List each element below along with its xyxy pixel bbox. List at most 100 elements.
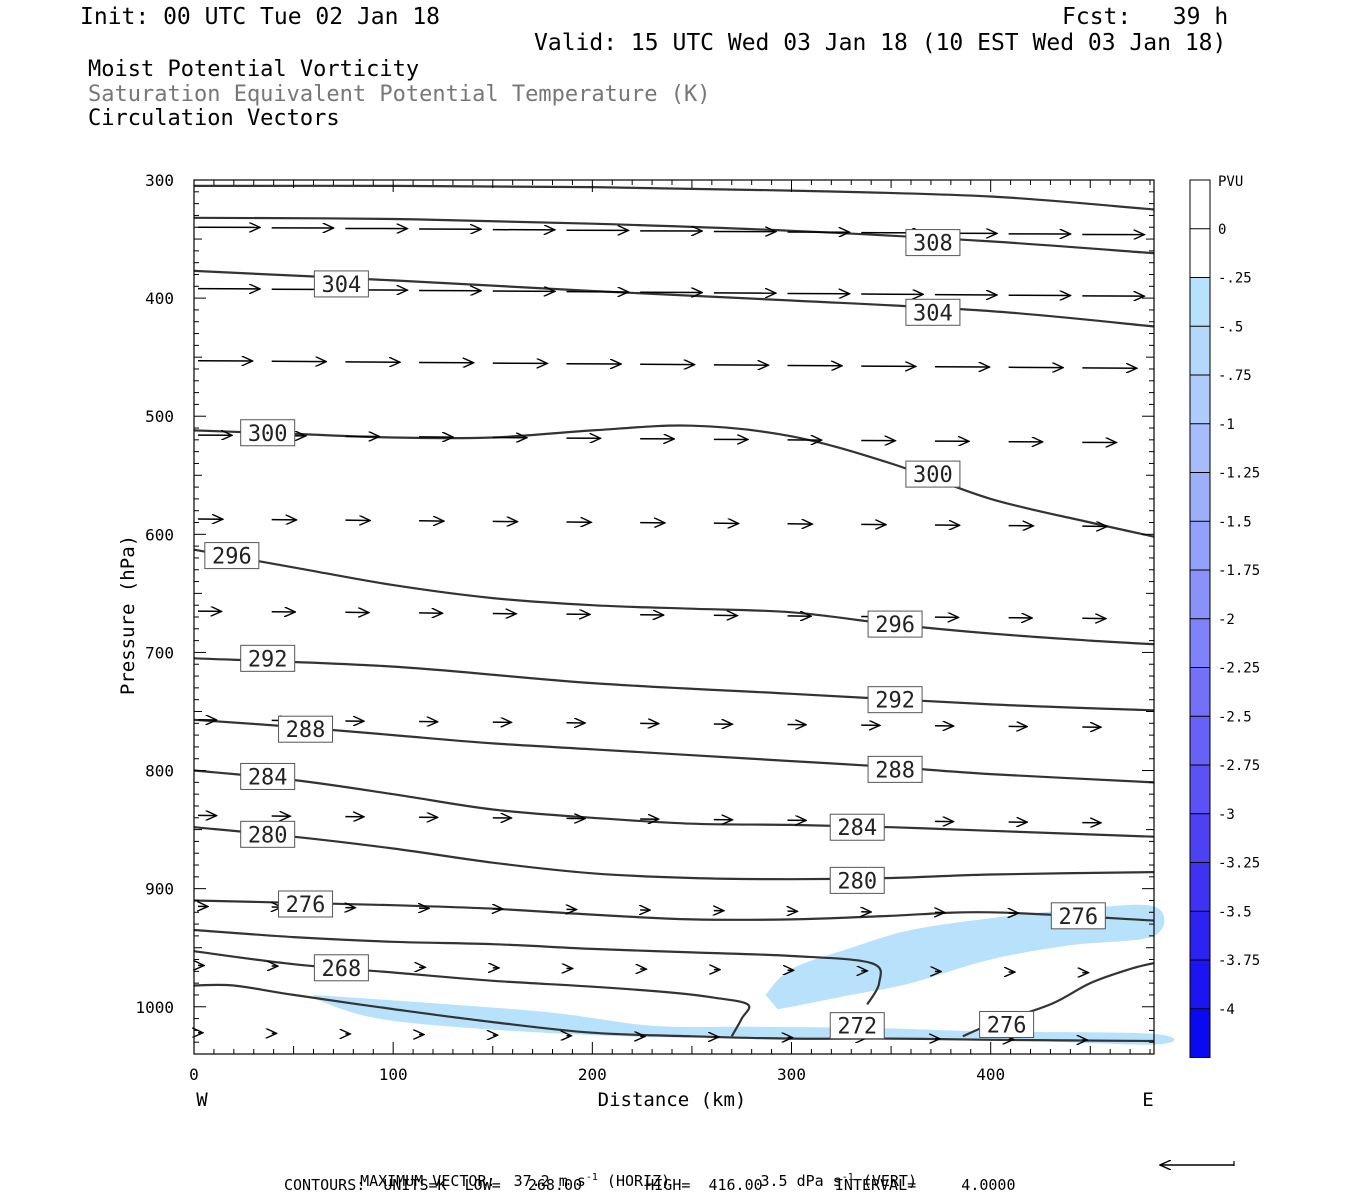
- pv-colorbar: PVU 0 -.25 -.5 -.75 -1 -1.25 -1.5 -1.75 -2 -2.25 -2…: [1189, 174, 1260, 1058]
- contour-label: 292: [240, 644, 296, 672]
- colorbar-label: -3.5: [1218, 904, 1252, 920]
- max-vector-vert: 3.5 dPa s: [760, 1172, 842, 1190]
- colorbar-label: -1.5: [1218, 514, 1252, 530]
- colorbar-swatch: [1190, 521, 1210, 570]
- contour-label-box: [204, 542, 260, 570]
- contour-line-4: [193, 548, 1155, 646]
- colorbar-swatch: [1190, 862, 1210, 912]
- contour-label-text: 292: [248, 647, 288, 672]
- contour-label-box: [829, 813, 885, 841]
- contour-label-box: [867, 755, 923, 783]
- contour-label: 300: [905, 460, 961, 488]
- colorbar-swatch: [1190, 960, 1210, 1009]
- colorbar-swatch: [1190, 716, 1210, 765]
- contour-label-box: [905, 298, 961, 326]
- colorbar-label: -2.5: [1218, 709, 1252, 725]
- contour-label-box: [278, 715, 334, 743]
- legend-theta-es: Saturation Equivalent Potential Temperat…: [88, 82, 711, 107]
- colorbar-label: -.25: [1218, 271, 1252, 287]
- valid-time: Valid: 15 UTC Wed 03 Jan 18 (10 EST Wed …: [534, 30, 1227, 56]
- contour-label-text: 292: [875, 689, 915, 714]
- contour-label: 292: [867, 686, 923, 714]
- colorbar-swatch: [1190, 765, 1210, 814]
- contour-label: 304: [313, 270, 369, 298]
- contour-label-text: 288: [875, 758, 915, 783]
- contour-label-box: [829, 1012, 885, 1040]
- contour-label: 304: [905, 298, 961, 326]
- circulation-vectors: [198, 227, 1144, 1040]
- contour-label: 280: [240, 820, 296, 848]
- contour-label-box: [278, 890, 334, 918]
- contour-label: 284: [240, 762, 296, 790]
- colorbar-swatch: [1190, 277, 1210, 327]
- contour-label-text: 276: [286, 893, 326, 918]
- colorbar-label: -3.75: [1218, 953, 1260, 969]
- x-tick-label: 0: [189, 1065, 199, 1084]
- contour-label-box: [867, 610, 923, 638]
- contour-label-box: [240, 419, 296, 447]
- contour-label: 288: [867, 755, 923, 783]
- colorbar-swatch: [1190, 472, 1210, 522]
- contour-label: 280: [829, 866, 885, 894]
- contour-label-text: 300: [913, 463, 953, 488]
- contour-label-text: 296: [875, 613, 915, 638]
- init-time: Init: 00 UTC Tue 02 Jan 18: [80, 4, 441, 30]
- y-tick-label: 500: [145, 407, 174, 426]
- contour-label: 284: [829, 813, 885, 841]
- forecast-hour: Fcst: 39 h: [1062, 4, 1229, 30]
- colorbar-swatch: [1190, 667, 1210, 717]
- contour-label-box: [867, 686, 923, 714]
- contour-label-text: 284: [248, 765, 288, 790]
- contour-label-text: 272: [837, 1015, 877, 1040]
- contour-label: 268: [313, 954, 369, 982]
- y-tick-label: 1000: [135, 998, 174, 1017]
- x-tick-label: 100: [379, 1065, 408, 1084]
- contour-label: 300: [240, 419, 296, 447]
- colorbar-swatch: [1190, 326, 1210, 375]
- horiz-exp: -1: [585, 1172, 598, 1183]
- contour-line-7: [193, 769, 1155, 838]
- contour-label-text: 304: [322, 273, 362, 298]
- colorbar-label: -1.25: [1218, 466, 1260, 482]
- contour-label-text: 308: [913, 232, 953, 257]
- colorbar-label: -.75: [1218, 368, 1252, 384]
- contour-label-text: 276: [1058, 905, 1098, 930]
- y-tick-label: 400: [145, 289, 174, 308]
- contour-label-text: 276: [987, 1013, 1027, 1038]
- x-tick-label: 400: [976, 1065, 1005, 1084]
- contour-label-box: [240, 644, 296, 672]
- contour-label: 288: [278, 715, 334, 743]
- contour-label-box: [313, 270, 369, 298]
- contour-label: 296: [867, 610, 923, 638]
- contour-label-box: [979, 1010, 1035, 1038]
- colorbar-label: -.5: [1218, 319, 1243, 335]
- colorbar-swatch: [1190, 813, 1210, 863]
- contour-line-12: [193, 983, 1155, 1043]
- contour-label: 276: [278, 890, 334, 918]
- contour-line-1: [193, 216, 1155, 255]
- contour-line-10: [193, 928, 882, 1005]
- max-vector-horiz: 37.2 m s: [513, 1172, 586, 1190]
- colorbar-swatch: [1190, 911, 1210, 960]
- contour-label-box: [313, 954, 369, 982]
- contour-label-text: 296: [212, 545, 252, 570]
- vert-exp: -1: [841, 1172, 854, 1183]
- contour-label: 308: [905, 229, 961, 257]
- colorbar-label: -1: [1218, 417, 1235, 433]
- colorbar-label: -2: [1218, 612, 1235, 628]
- y-tick-label: 300: [145, 171, 174, 190]
- contour-labels: 308 304 304 300 300 296 296 292 292 288 288 284 284 2…: [204, 229, 1106, 1040]
- contour-label: 272: [829, 1012, 885, 1040]
- colorbar-label: -3: [1218, 807, 1235, 823]
- colorbar-swatch: [1190, 180, 1210, 229]
- contour-label-box: [829, 866, 885, 894]
- y-axis-label: Pressure (hPa): [117, 535, 139, 695]
- contour-line-8: [193, 826, 1155, 881]
- colorbar-label: -2.25: [1218, 661, 1260, 677]
- pv-shading-layer: [313, 904, 1175, 1045]
- legend-pv: Moist Potential Vorticity: [88, 57, 420, 82]
- horiz-tag: (HORIZ): [606, 1172, 671, 1190]
- reference-vector: [1160, 1161, 1235, 1166]
- colorbar-label: -3.25: [1218, 856, 1260, 872]
